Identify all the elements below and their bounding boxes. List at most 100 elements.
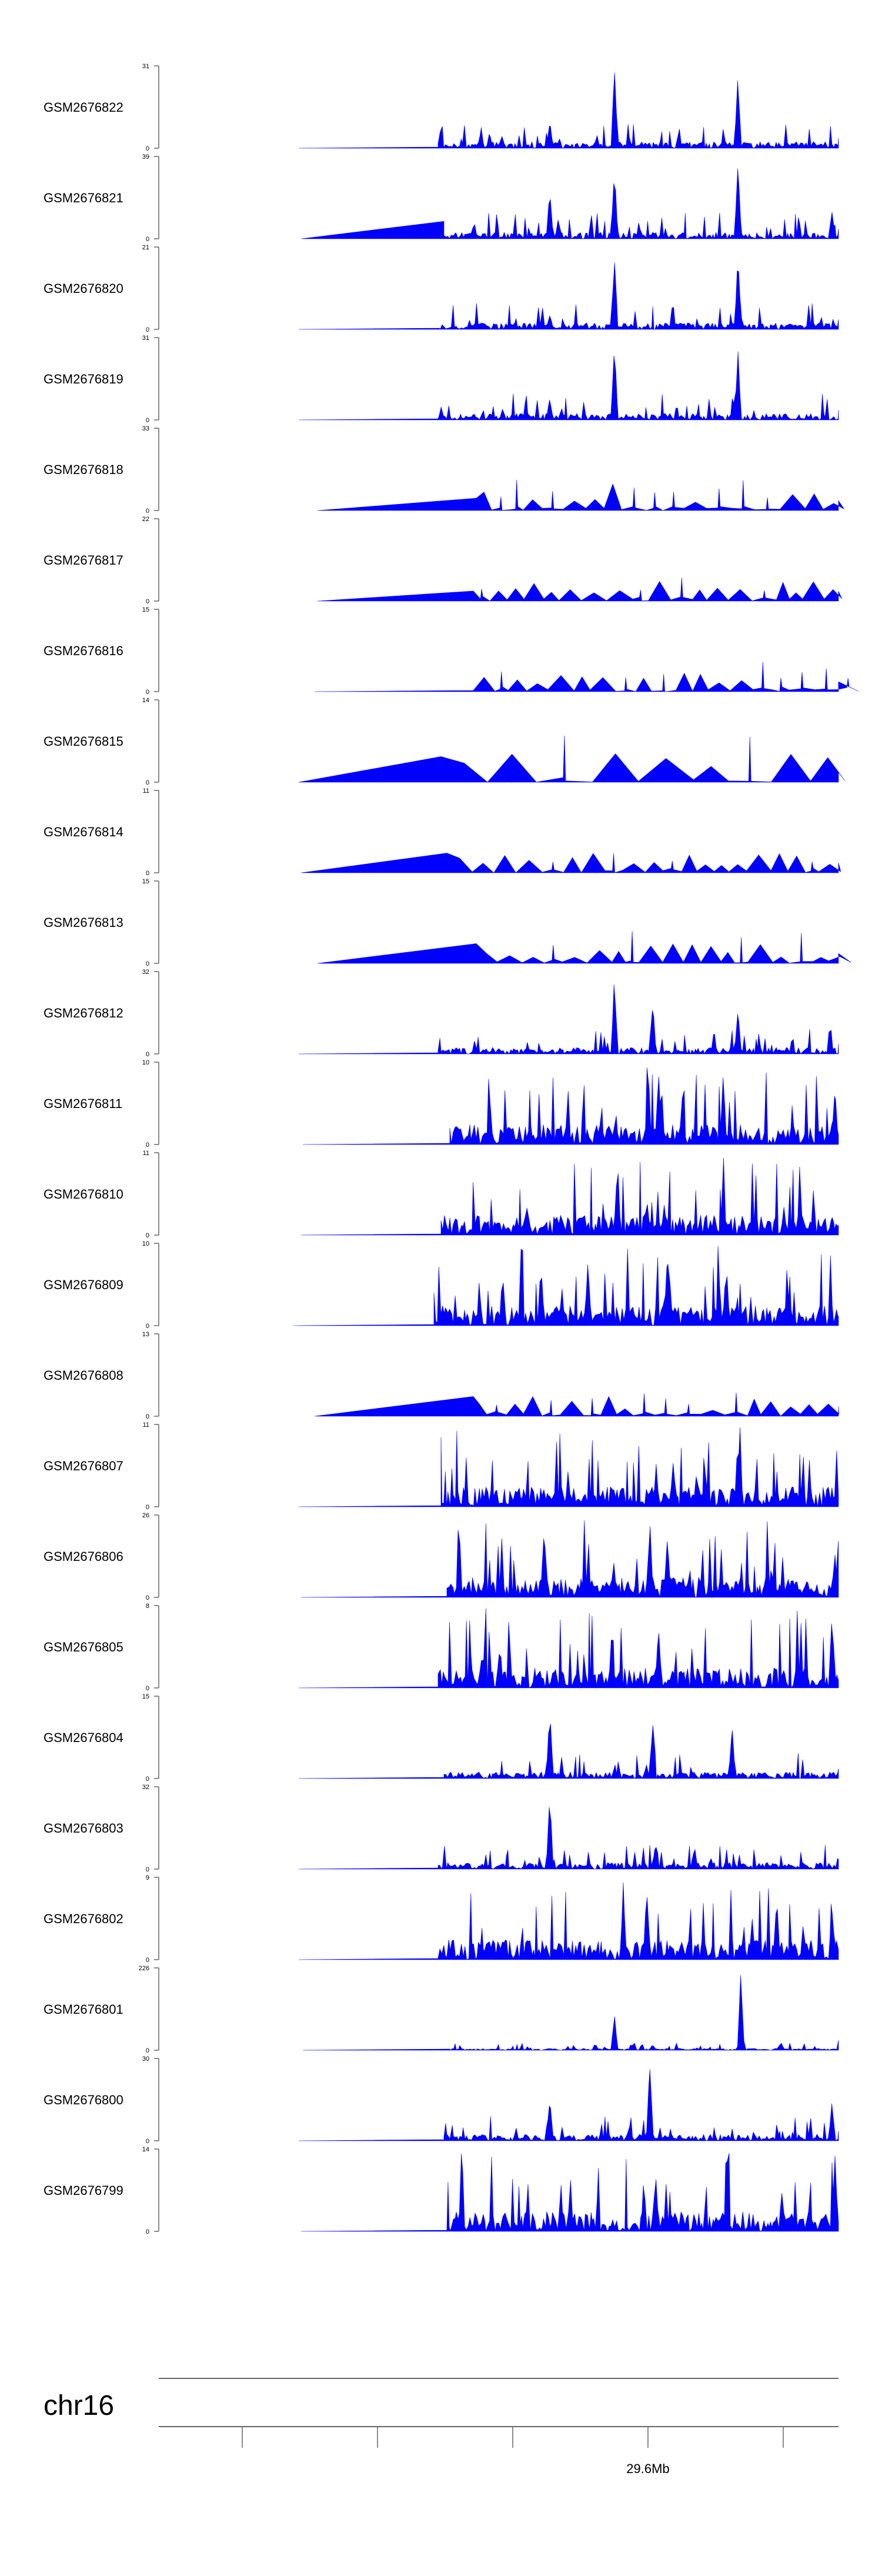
track-label: GSM2676816 bbox=[44, 643, 123, 658]
signal-area bbox=[314, 1393, 840, 1417]
y-max-label: 21 bbox=[142, 244, 149, 251]
track-label: GSM2676822 bbox=[44, 100, 123, 115]
track-label: GSM2676821 bbox=[44, 191, 123, 205]
y-min-label: 0 bbox=[146, 960, 149, 967]
track-label: GSM2676800 bbox=[44, 2093, 123, 2107]
track-label: GSM2676805 bbox=[44, 1640, 123, 1654]
track-GSM2676804: GSM2676804 15 0 bbox=[44, 1693, 839, 1783]
track-GSM2676812: GSM2676812 32 0 bbox=[44, 969, 839, 1058]
y-max-label: 32 bbox=[142, 1784, 149, 1791]
y-min-label: 0 bbox=[146, 1685, 149, 1692]
track-label: GSM2676817 bbox=[44, 553, 123, 568]
track-label: GSM2676804 bbox=[44, 1730, 123, 1745]
signal-area bbox=[298, 1724, 839, 1779]
y-max-label: 26 bbox=[142, 1512, 149, 1519]
track-label: GSM2676819 bbox=[44, 372, 123, 386]
track-label: GSM2676799 bbox=[44, 2183, 123, 2198]
track-label: GSM2676802 bbox=[44, 1911, 123, 1926]
track-GSM2676819: GSM2676819 31 0 bbox=[44, 335, 839, 424]
track-GSM2676817: GSM2676817 22 0 bbox=[44, 516, 843, 605]
signal-area bbox=[298, 984, 839, 1055]
y-min-label: 0 bbox=[146, 417, 149, 424]
track-GSM2676807: GSM2676807 11 0 bbox=[44, 1422, 839, 1511]
track-label: GSM2676811 bbox=[44, 1096, 122, 1111]
y-max-label: 226 bbox=[139, 1965, 149, 1972]
y-max-label: 31 bbox=[142, 335, 149, 342]
track-GSM2676814: GSM2676814 11 0 bbox=[44, 788, 841, 877]
y-min-label: 0 bbox=[146, 689, 149, 696]
track-GSM2676822: GSM2676822 31 0 bbox=[44, 63, 839, 152]
signal-area bbox=[314, 662, 859, 692]
y-min-label: 0 bbox=[146, 598, 149, 605]
y-min-label: 0 bbox=[146, 1504, 149, 1511]
signal-area bbox=[302, 1975, 839, 2051]
track-label: GSM2676812 bbox=[44, 1006, 123, 1020]
signal-area bbox=[298, 1882, 839, 1960]
track-GSM2676808: GSM2676808 13 0 bbox=[44, 1331, 840, 1420]
y-min-label: 0 bbox=[146, 1413, 149, 1420]
track-GSM2676801: GSM2676801 226 0 bbox=[44, 1965, 839, 2054]
track-GSM2676802: GSM2676802 9 0 bbox=[44, 1874, 839, 1964]
track-GSM2676815: GSM2676815 14 0 bbox=[44, 697, 846, 786]
y-max-label: 15 bbox=[142, 878, 149, 885]
track-label: GSM2676809 bbox=[44, 1277, 123, 1292]
chromosome-label: chr16 bbox=[44, 2390, 114, 2421]
y-max-label: 9 bbox=[146, 1874, 149, 1881]
y-max-label: 10 bbox=[142, 1059, 149, 1066]
signal-area bbox=[300, 168, 839, 240]
signal-area bbox=[298, 72, 839, 149]
signal-area bbox=[298, 1807, 839, 1870]
track-GSM2676813: GSM2676813 15 0 bbox=[44, 878, 851, 967]
y-min-label: 0 bbox=[146, 870, 149, 877]
y-min-label: 0 bbox=[146, 326, 149, 333]
signal-area bbox=[298, 1427, 839, 1507]
y-min-label: 0 bbox=[146, 2047, 149, 2054]
signal-area bbox=[298, 1608, 839, 1689]
track-GSM2676810: GSM2676810 11 0 bbox=[44, 1150, 839, 1239]
y-min-label: 0 bbox=[146, 145, 149, 152]
track-label: GSM2676808 bbox=[44, 1368, 123, 1383]
y-min-label: 0 bbox=[146, 2228, 149, 2235]
track-label: GSM2676807 bbox=[44, 1459, 123, 1473]
track-label: GSM2676814 bbox=[44, 825, 123, 839]
y-min-label: 0 bbox=[146, 2138, 149, 2145]
y-max-label: 14 bbox=[142, 697, 149, 704]
y-max-label: 32 bbox=[142, 969, 149, 976]
y-max-label: 31 bbox=[142, 63, 149, 70]
y-min-label: 0 bbox=[146, 1323, 149, 1330]
signal-area bbox=[293, 1246, 839, 1326]
y-max-label: 11 bbox=[143, 788, 149, 795]
signal-area bbox=[317, 931, 851, 964]
y-max-label: 30 bbox=[142, 2056, 149, 2063]
signal-area bbox=[300, 2153, 839, 2232]
track-GSM2676811: GSM2676811 10 0 bbox=[44, 1059, 839, 1149]
y-min-label: 0 bbox=[146, 1142, 149, 1149]
y-max-label: 11 bbox=[143, 1422, 149, 1429]
track-label: GSM2676818 bbox=[44, 462, 123, 477]
track-GSM2676816: GSM2676816 15 0 bbox=[44, 606, 859, 696]
y-min-label: 0 bbox=[146, 1594, 149, 1601]
signal-area bbox=[302, 1067, 839, 1145]
y-min-label: 0 bbox=[146, 1051, 149, 1058]
track-GSM2676803: GSM2676803 32 0 bbox=[44, 1784, 839, 1873]
y-max-label: 8 bbox=[146, 1603, 149, 1610]
signal-area bbox=[298, 2069, 839, 2141]
track-GSM2676806: GSM2676806 26 0 bbox=[44, 1512, 839, 1601]
y-min-label: 0 bbox=[146, 1866, 149, 1873]
y-max-label: 15 bbox=[142, 606, 149, 613]
signal-area bbox=[298, 735, 846, 783]
y-max-label: 11 bbox=[143, 1150, 149, 1157]
track-label: GSM2676820 bbox=[44, 281, 123, 296]
y-max-label: 15 bbox=[142, 1693, 149, 1700]
y-max-label: 39 bbox=[142, 154, 149, 161]
y-min-label: 0 bbox=[146, 1957, 149, 1964]
track-GSM2676809: GSM2676809 10 0 bbox=[44, 1240, 839, 1330]
y-max-label: 14 bbox=[142, 2146, 149, 2153]
track-GSM2676805: GSM2676805 8 0 bbox=[44, 1603, 839, 1692]
y-min-label: 0 bbox=[146, 508, 149, 515]
track-label: GSM2676806 bbox=[44, 1549, 123, 1564]
track-label: GSM2676810 bbox=[44, 1187, 123, 1202]
track-GSM2676818: GSM2676818 33 0 bbox=[44, 425, 844, 515]
track-label: GSM2676803 bbox=[44, 1821, 123, 1836]
